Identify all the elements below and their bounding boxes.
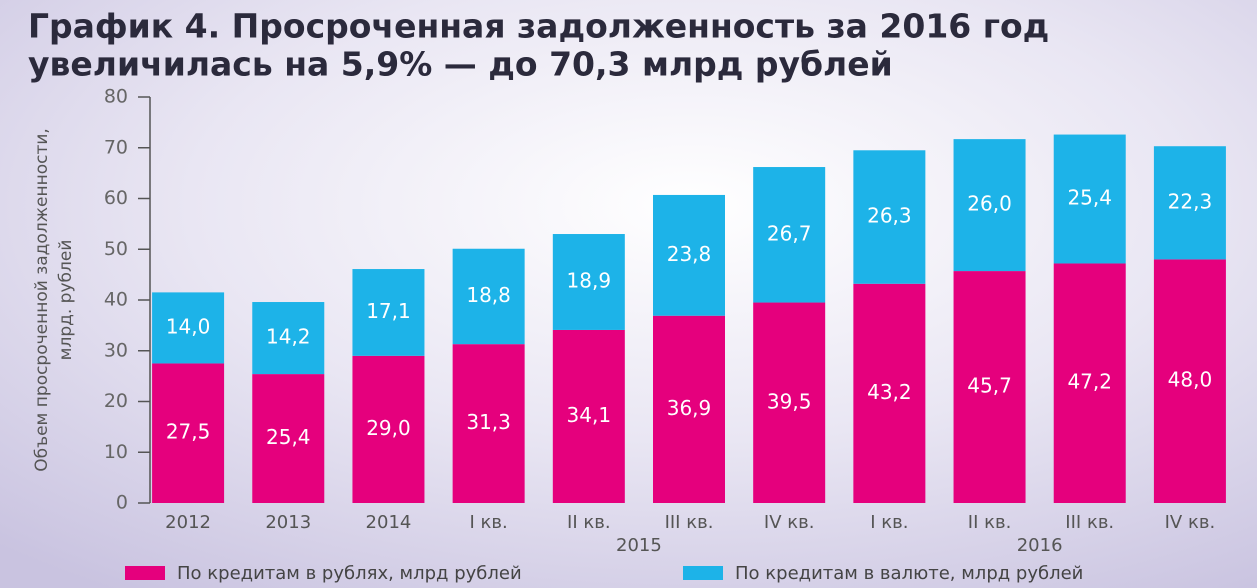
bar-segment: [352, 355, 425, 503]
bar-segment: [1153, 146, 1226, 260]
legend-label: По кредитам в валюте, млрд рублей: [735, 563, 1083, 584]
value-label: 25,4: [1067, 186, 1112, 210]
x-group-label: 2015: [616, 535, 662, 556]
y-tick-label: 0: [116, 492, 128, 514]
chart-title: увеличилась на 5,9% — до 70,3 млрд рубле…: [28, 45, 893, 84]
y-tick-label: 20: [104, 390, 128, 412]
y-tick-label: 40: [104, 289, 128, 311]
legend-swatch: [683, 566, 723, 580]
value-label: 39,5: [767, 389, 812, 413]
y-tick-label: 10: [104, 441, 128, 463]
value-label: 18,9: [567, 268, 612, 292]
y-tick-label: 70: [104, 136, 128, 158]
x-tick-label: III кв.: [1065, 512, 1114, 533]
value-label: 48,0: [1168, 368, 1213, 392]
chart-title: График 4. Просроченная задолженность за …: [28, 7, 1049, 46]
value-label: 34,1: [567, 403, 612, 427]
y-axis-title: Объем просроченной задолженности, млрд. …: [32, 128, 76, 472]
x-tick-label: I кв.: [870, 512, 908, 533]
y-axis-title-line: Объем просроченной задолженности,: [32, 128, 52, 472]
value-label: 26,3: [867, 204, 912, 228]
bar-segment: [953, 139, 1026, 272]
bar-segment: [953, 271, 1026, 503]
value-label: 18,8: [466, 283, 511, 307]
value-label: 47,2: [1067, 370, 1112, 394]
bar-segment: [252, 302, 325, 375]
bar-segment: [152, 292, 225, 364]
bar-segment: [753, 302, 826, 503]
y-tick-label: 30: [104, 339, 128, 361]
y-tick-label: 80: [104, 86, 128, 108]
bar-segment: [252, 374, 325, 503]
value-label: 26,7: [767, 221, 812, 245]
x-tick-label: IV кв.: [764, 512, 815, 533]
x-tick-label: II кв.: [567, 512, 611, 533]
x-tick-label: I кв.: [470, 512, 508, 533]
value-label: 27,5: [166, 420, 211, 444]
value-label: 29,0: [366, 416, 411, 440]
x-tick-label: 2013: [265, 512, 311, 533]
value-label: 45,7: [967, 374, 1012, 398]
bar-segment: [552, 329, 625, 503]
bar-segment: [853, 283, 926, 503]
bar-segment: [653, 315, 725, 503]
value-label: 23,8: [667, 242, 712, 266]
bar-segment: [753, 167, 826, 303]
x-tick-label: IV кв.: [1165, 512, 1216, 533]
value-label: 14,0: [166, 314, 211, 338]
bar-segment: [1053, 134, 1126, 264]
bar-segment: [653, 194, 725, 316]
legend-label: По кредитам в рублях, млрд рублей: [177, 563, 522, 584]
value-label: 17,1: [366, 299, 411, 323]
bar-segment: [352, 269, 425, 356]
value-label: 22,3: [1168, 189, 1213, 213]
x-tick-label: II кв.: [968, 512, 1012, 533]
bar-segment: [1153, 259, 1226, 503]
x-tick-label: 2012: [165, 512, 211, 533]
bar-segment: [152, 363, 225, 503]
y-tick-label: 60: [104, 187, 128, 209]
value-label: 14,2: [266, 325, 311, 349]
value-label: 26,0: [967, 192, 1012, 216]
y-tick-label: 50: [104, 238, 128, 260]
x-tick-label: 2014: [366, 512, 412, 533]
bar-segment: [1053, 263, 1126, 503]
x-tick-label: III кв.: [665, 512, 714, 533]
value-label: 31,3: [466, 410, 511, 434]
bar-segment: [452, 344, 525, 503]
bar-segment: [853, 150, 926, 284]
value-label: 36,9: [667, 396, 712, 420]
y-axis-title-line: млрд. рублей: [56, 240, 76, 361]
x-group-label: 2016: [1017, 535, 1063, 556]
bar-segment: [452, 248, 525, 345]
bar-segment: [552, 234, 625, 330]
value-label: 25,4: [266, 425, 311, 449]
legend-swatch: [125, 566, 165, 580]
value-label: 43,2: [867, 380, 912, 404]
